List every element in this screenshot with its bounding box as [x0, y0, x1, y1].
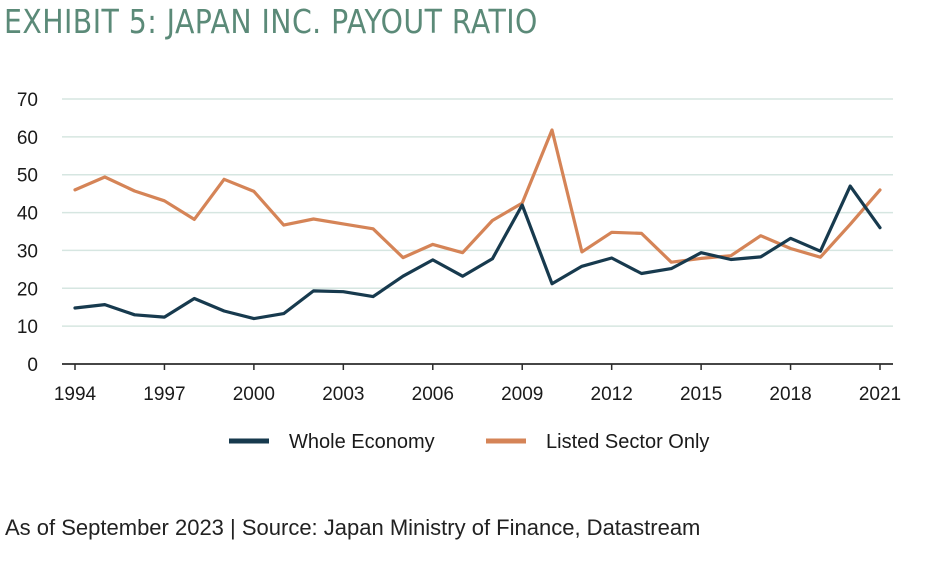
y-tick-label-20: 20 — [17, 279, 38, 300]
x-tick-label-1997: 1997 — [143, 384, 185, 405]
x-tick-label-2018: 2018 — [769, 384, 811, 405]
y-tick-label-60: 60 — [17, 128, 38, 149]
x-tick-label-2000: 2000 — [233, 384, 275, 405]
x-tick-label-1994: 1994 — [54, 384, 97, 405]
line-chart: 0 10 20 30 40 50 60 70 1994 1997 2000 2003 2006 2009 2… — [17, 90, 901, 453]
legend-label-whole-economy: Whole Economy — [289, 431, 435, 453]
y-tick-label-50: 50 — [17, 166, 38, 187]
y-tick-label-10: 10 — [17, 317, 38, 338]
x-tick-label-2015: 2015 — [680, 384, 722, 405]
y-tick-label-0: 0 — [27, 355, 38, 376]
chart-title: EXHIBIT 5: JAPAN INC. PAYOUT RATIO — [4, 2, 538, 41]
series-line-whole-economy — [73, 184, 882, 321]
legend-label-listed-sector-only: Listed Sector Only — [546, 431, 709, 453]
x-tick-label-2012: 2012 — [591, 384, 633, 405]
series-line-listed-sector-only — [73, 128, 882, 264]
x-tick-label-2003: 2003 — [322, 384, 364, 405]
y-tick-label-70: 70 — [17, 90, 38, 111]
x-tick-label-2021: 2021 — [859, 384, 901, 405]
y-tick-label-40: 40 — [17, 204, 38, 225]
x-tick-label-2006: 2006 — [412, 384, 454, 405]
y-tick-label-30: 30 — [17, 241, 38, 262]
source-footnote: As of September 2023 | Source: Japan Min… — [5, 515, 701, 540]
x-tick-label-2009: 2009 — [501, 384, 543, 405]
